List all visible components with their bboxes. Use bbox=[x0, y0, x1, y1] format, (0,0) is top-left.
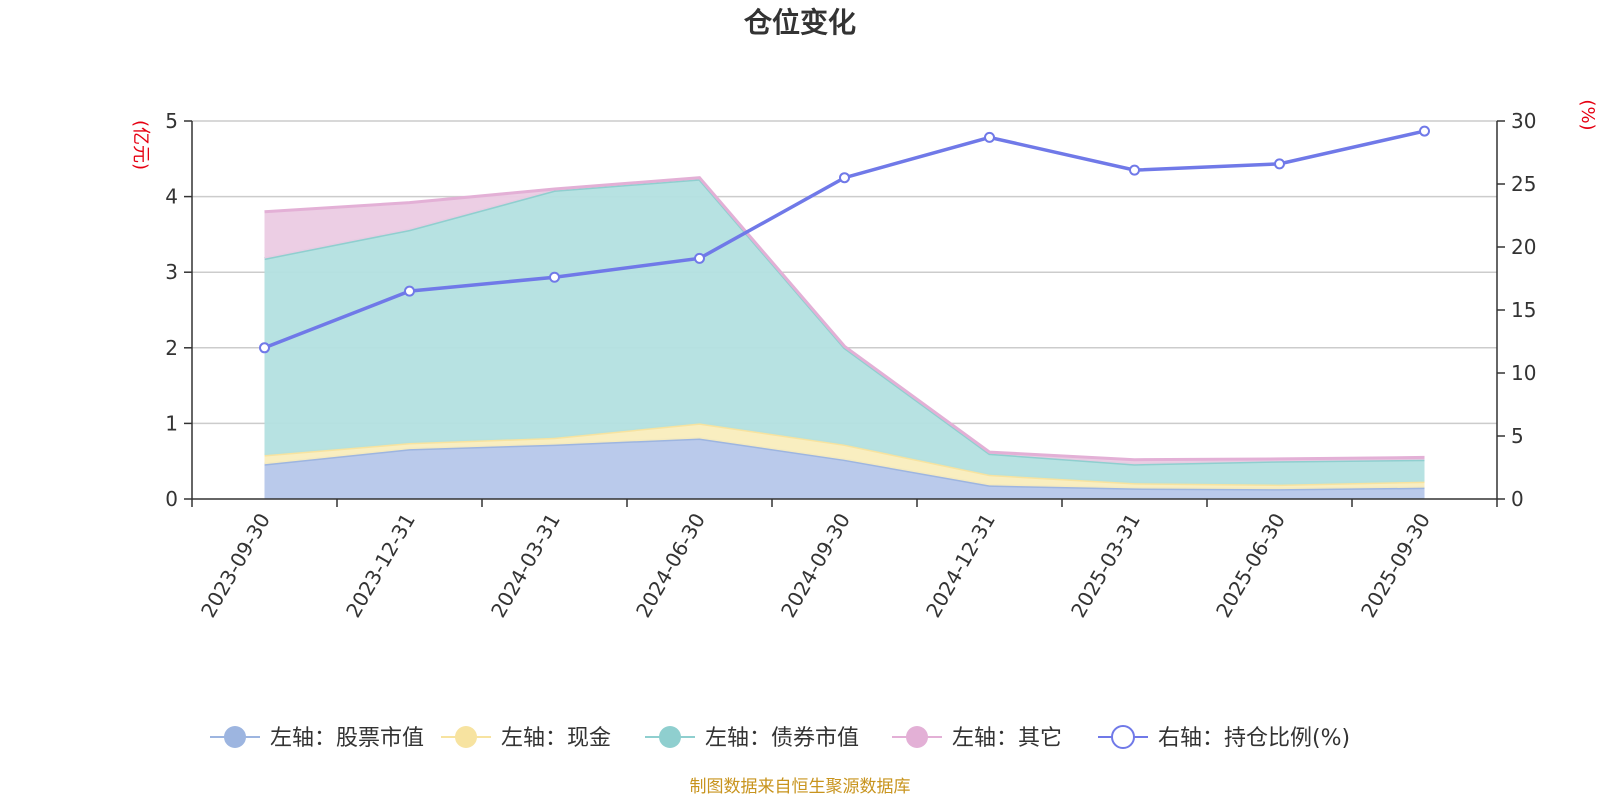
ratio-point bbox=[1129, 164, 1140, 176]
legend-label: 左轴：股票市值 bbox=[270, 726, 424, 751]
left-axis-unit: (亿元) bbox=[130, 120, 151, 170]
ratio-point bbox=[549, 271, 560, 283]
legend-item[interactable]: 左轴：其它 bbox=[892, 726, 1062, 751]
ratio-point bbox=[404, 285, 415, 297]
x-axis-tick-label: 2024-12-31 bbox=[921, 509, 1000, 622]
x-axis-tick-label: 2024-03-31 bbox=[486, 509, 565, 622]
legend-label: 右轴：持仓比例(%) bbox=[1158, 726, 1350, 751]
left-axis-tick-label: 3 bbox=[165, 260, 178, 284]
data-source-note: 制图数据来自恒生聚源数据库 bbox=[690, 777, 911, 797]
left-axis-tick-label: 2 bbox=[165, 336, 178, 360]
right-axis-unit: (%) bbox=[1577, 99, 1598, 130]
right-axis-tick-label: 5 bbox=[1511, 424, 1524, 448]
left-axis-tick-label: 1 bbox=[165, 411, 178, 435]
right-axis-tick-label: 25 bbox=[1511, 172, 1536, 196]
x-axis-tick-label: 2025-06-30 bbox=[1211, 509, 1290, 622]
legend-marker bbox=[1111, 725, 1135, 749]
area-左轴：股票市值 bbox=[264, 438, 1425, 499]
right-axis-tick-label: 15 bbox=[1511, 298, 1536, 322]
x-axis-tick-label: 2025-09-30 bbox=[1356, 509, 1435, 622]
x-axis-tick-label: 2024-06-30 bbox=[631, 509, 710, 622]
right-axis-tick-label: 20 bbox=[1511, 235, 1536, 259]
x-axis-tick-label: 2023-09-30 bbox=[196, 509, 275, 622]
area-edge-左轴：其它 bbox=[264, 176, 1425, 462]
ratio-point bbox=[1419, 125, 1430, 137]
left-axis-tick-label: 5 bbox=[165, 109, 178, 133]
right-axis-tick-label: 10 bbox=[1511, 361, 1536, 385]
x-axis-tick-label: 2024-09-30 bbox=[776, 509, 855, 622]
ratio-point bbox=[839, 172, 850, 184]
legend-item[interactable]: 右轴：持仓比例(%) bbox=[1098, 725, 1350, 751]
legend-label: 左轴：其它 bbox=[952, 726, 1062, 751]
legend-marker bbox=[455, 726, 477, 748]
area-左轴：其它 bbox=[264, 177, 1425, 465]
x-axis-tick-label: 2025-03-31 bbox=[1066, 509, 1145, 622]
legend-marker bbox=[906, 726, 928, 748]
legend-item[interactable]: 左轴：现金 bbox=[441, 726, 611, 751]
legend-item[interactable]: 左轴：债券市值 bbox=[645, 726, 859, 751]
x-axis-tick-label: 2023-12-31 bbox=[341, 509, 420, 622]
ratio-point bbox=[259, 342, 270, 354]
legend-label: 左轴：现金 bbox=[501, 726, 611, 751]
legend-marker bbox=[659, 726, 681, 748]
legend-item[interactable]: 左轴：股票市值 bbox=[210, 726, 424, 751]
left-axis-tick-label: 4 bbox=[165, 185, 178, 209]
stacked-areas bbox=[264, 176, 1425, 499]
right-axis-tick-label: 30 bbox=[1511, 109, 1536, 133]
chart-title: 仓位变化 bbox=[744, 6, 856, 39]
ratio-point bbox=[1274, 158, 1285, 170]
area-左轴：现金 bbox=[264, 423, 1425, 490]
legend-marker bbox=[224, 726, 246, 748]
right-axis-tick-label: 0 bbox=[1511, 487, 1524, 511]
legend-label: 左轴：债券市值 bbox=[705, 726, 859, 751]
legend: 左轴：股票市值 左轴：现金 左轴：债券市值 左轴：其它 右轴：持仓比例(%) bbox=[210, 725, 1350, 751]
left-axis-tick-label: 0 bbox=[165, 487, 178, 511]
position-ratio-line bbox=[259, 125, 1430, 354]
ratio-point bbox=[984, 131, 995, 143]
ratio-point bbox=[694, 252, 705, 264]
area-左轴：债券市值 bbox=[264, 179, 1425, 485]
